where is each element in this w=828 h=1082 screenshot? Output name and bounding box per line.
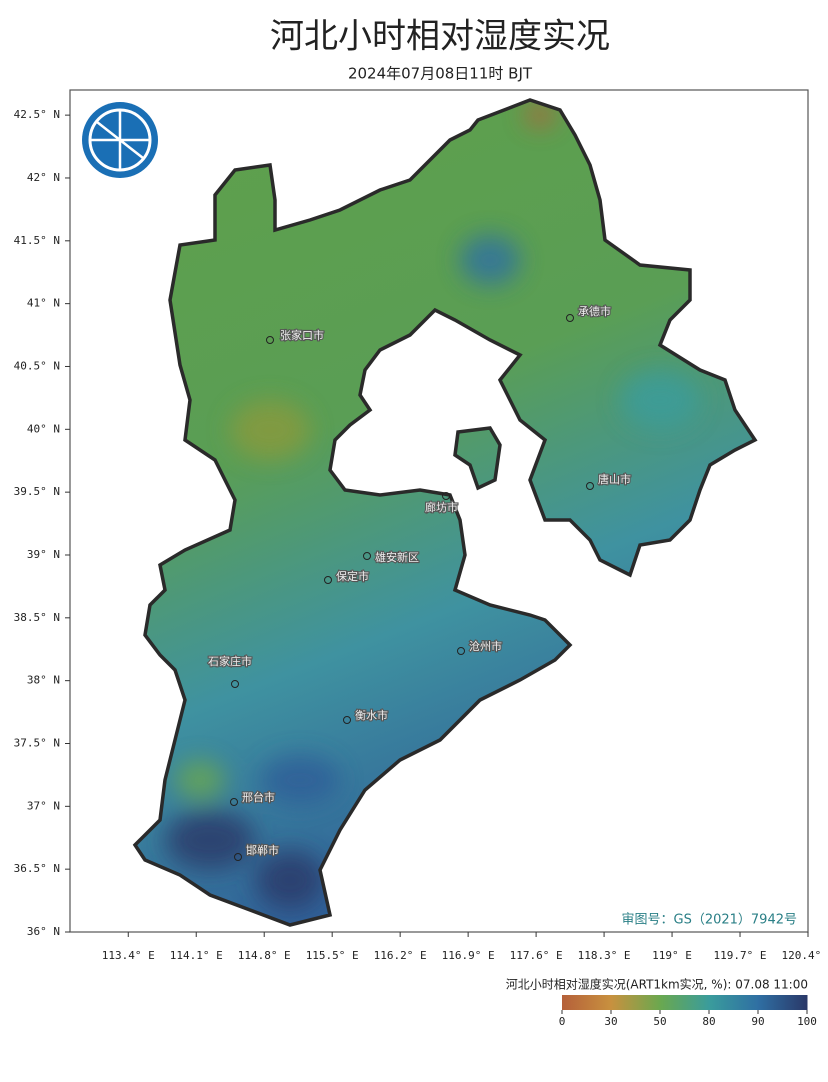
- city-marker: [442, 492, 450, 500]
- colorbar-tick-label: 80: [702, 1015, 715, 1028]
- x-tick-label: 114.1° E: [170, 949, 223, 962]
- colorbar-tick-label: 50: [653, 1015, 666, 1028]
- y-tick-label: 41° N: [27, 297, 60, 310]
- colorbar-tick-label: 100: [797, 1015, 817, 1028]
- x-tick-label: 117.6° E: [510, 949, 563, 962]
- cities: 张家口市 承德市 唐山市 廊坊市 雄安新区 保定市 沧州市 石家庄市 衡水市 邢…: [207, 303, 632, 861]
- x-tick-label: 113.4° E: [102, 949, 155, 962]
- approval-number: 审图号：GS（2021）7942号: [622, 913, 798, 928]
- colorbar-tick-label: 30: [604, 1015, 617, 1028]
- city-label: 张家口市: [280, 328, 324, 342]
- city-label: 雄安新区: [375, 550, 419, 564]
- logo: [82, 102, 158, 178]
- colorbar-segment: [758, 995, 808, 1010]
- y-tick-label: 40° N: [27, 422, 60, 435]
- city-marker: [324, 576, 332, 584]
- city-marker: [363, 552, 371, 560]
- city-label: 唐山市: [598, 472, 631, 486]
- subtitle: 2024年07月08日11时 BJT: [348, 65, 533, 83]
- x-tick-label: 120.4° E: [782, 949, 828, 962]
- city-label: 承德市: [578, 304, 611, 318]
- y-tick-label: 42.5° N: [14, 108, 60, 121]
- humidity-field: [135, 100, 755, 925]
- y-tick-label: 37.5° N: [14, 736, 60, 749]
- colorbar-tick-label: 0: [559, 1015, 566, 1028]
- x-tick-label: 118.3° E: [578, 949, 631, 962]
- city-label: 邢台市: [242, 790, 275, 804]
- city-marker: [457, 647, 465, 655]
- colorbar-segment: [660, 995, 710, 1010]
- city-marker: [343, 716, 351, 724]
- city-marker: [234, 853, 242, 861]
- city-marker: [266, 336, 274, 344]
- city-label: 石家庄市: [208, 654, 252, 668]
- y-tick-label: 37° N: [27, 799, 60, 812]
- city-label: 廊坊市: [425, 500, 458, 514]
- x-tick-label: 116.2° E: [374, 949, 427, 962]
- map-frame: [69, 89, 809, 933]
- x-tick-label: 114.8° E: [238, 949, 291, 962]
- y-tick-label: 36.5° N: [14, 862, 60, 875]
- city-label: 衡水市: [355, 708, 388, 722]
- colorbar-segment: [709, 995, 759, 1010]
- city-marker: [566, 314, 574, 322]
- x-tick-label: 116.9° E: [442, 949, 495, 962]
- city-label: 保定市: [336, 569, 369, 583]
- y-tick-label: 40.5° N: [14, 359, 60, 372]
- y-tick-label: 38.5° N: [14, 611, 60, 624]
- colorbar-title: 河北小时相对湿度实况(ART1km实况, %): 07.08 11:00: [506, 977, 808, 992]
- colorbar-segment: [611, 995, 661, 1010]
- title: 河北小时相对湿度实况: [270, 17, 610, 57]
- city-marker: [230, 798, 238, 806]
- city-label: 邯郸市: [246, 843, 279, 857]
- y-tick-label: 36° N: [27, 925, 60, 938]
- y-tick-label: 39.5° N: [14, 485, 60, 498]
- colorbar-segment: [562, 995, 612, 1010]
- city-marker: [231, 680, 239, 688]
- x-tick-label: 119° E: [652, 949, 692, 962]
- y-tick-label: 39° N: [27, 548, 60, 561]
- x-tick-label: 115.5° E: [306, 949, 359, 962]
- y-tick-label: 41.5° N: [14, 234, 60, 247]
- y-tick-label: 38° N: [27, 674, 60, 687]
- colorbar-tick-label: 90: [751, 1015, 764, 1028]
- x-tick-label: 119.7° E: [714, 949, 767, 962]
- y-tick-label: 42° N: [27, 171, 60, 184]
- city-marker: [586, 482, 594, 490]
- city-label: 沧州市: [469, 639, 502, 653]
